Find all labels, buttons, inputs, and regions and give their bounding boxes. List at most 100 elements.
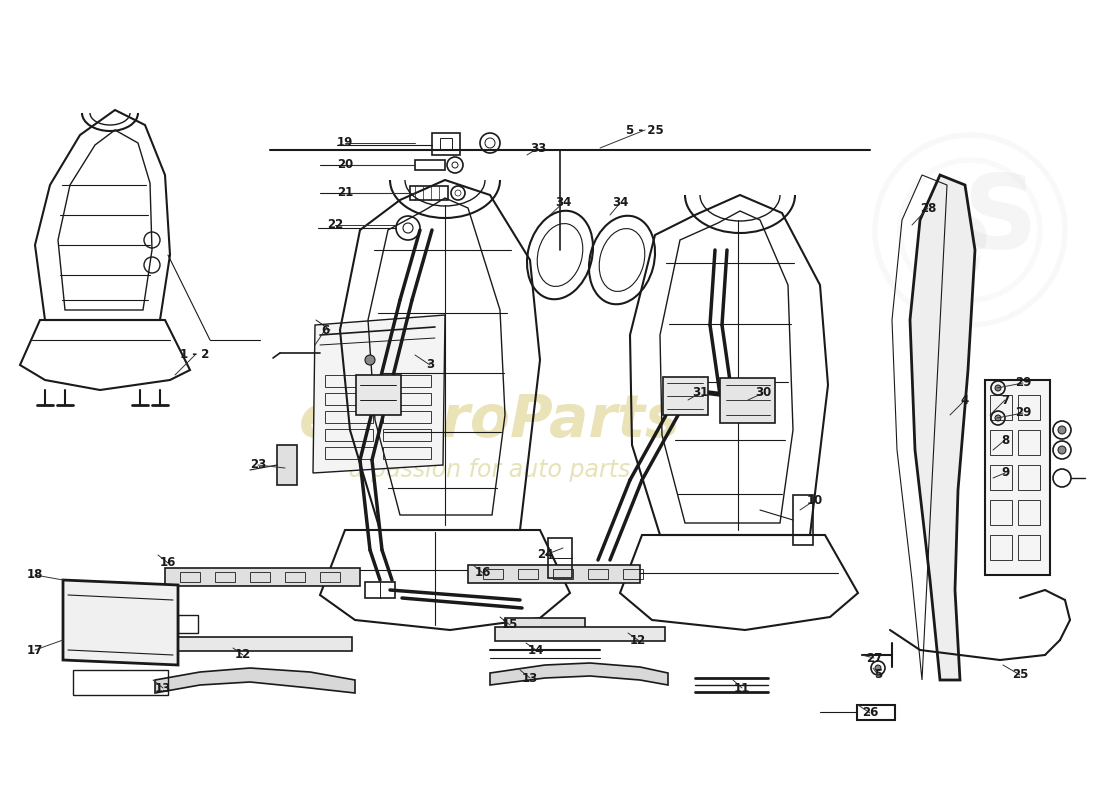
Text: 26: 26 — [861, 706, 878, 719]
Circle shape — [996, 415, 1001, 421]
Text: 19: 19 — [337, 137, 353, 150]
Bar — [1018, 465, 1040, 490]
Text: 31: 31 — [692, 386, 708, 399]
Bar — [324, 447, 373, 459]
Circle shape — [1058, 446, 1066, 454]
Text: S: S — [962, 170, 1037, 270]
Bar — [383, 447, 431, 459]
Text: 1 - 2: 1 - 2 — [180, 349, 210, 362]
Text: e.EuroParts: e.EuroParts — [299, 391, 681, 449]
Bar — [365, 582, 395, 598]
Text: 13: 13 — [521, 671, 538, 685]
Text: 15: 15 — [502, 618, 518, 631]
Bar — [990, 535, 1012, 560]
Text: 12: 12 — [235, 649, 251, 662]
Text: 6: 6 — [321, 323, 329, 337]
Bar — [720, 378, 775, 423]
Text: 23: 23 — [250, 458, 266, 471]
Text: 14: 14 — [528, 643, 544, 657]
Bar — [356, 375, 402, 415]
Text: 30: 30 — [755, 386, 771, 399]
Bar — [383, 393, 431, 405]
Polygon shape — [63, 580, 178, 665]
Bar — [483, 569, 503, 579]
Bar — [383, 429, 431, 441]
Text: 21: 21 — [337, 186, 353, 199]
Text: 27: 27 — [866, 651, 882, 665]
Text: 25: 25 — [1012, 669, 1028, 682]
Bar — [588, 569, 608, 579]
Text: 16: 16 — [160, 557, 176, 570]
Bar — [320, 572, 340, 582]
Text: 16: 16 — [475, 566, 492, 579]
Bar — [495, 627, 666, 641]
Bar — [990, 430, 1012, 455]
Text: 24: 24 — [537, 549, 553, 562]
Circle shape — [365, 355, 375, 365]
Circle shape — [996, 385, 1001, 391]
Text: 5: 5 — [873, 669, 882, 682]
Text: a passion for auto parts: a passion for auto parts — [350, 458, 630, 482]
Text: 5 - 25: 5 - 25 — [626, 123, 664, 137]
Bar — [410, 186, 448, 200]
Polygon shape — [314, 315, 446, 473]
Text: 20: 20 — [337, 158, 353, 171]
Bar — [623, 569, 643, 579]
Bar — [432, 133, 460, 155]
Text: 11: 11 — [734, 682, 750, 694]
Bar — [415, 160, 446, 170]
Text: 8: 8 — [1001, 434, 1009, 446]
Bar — [73, 670, 168, 695]
Text: 22: 22 — [327, 218, 343, 231]
Bar — [505, 618, 585, 633]
Text: 3: 3 — [426, 358, 434, 371]
Bar — [468, 565, 640, 583]
Circle shape — [874, 665, 881, 671]
Bar — [1018, 395, 1040, 420]
Bar — [990, 395, 1012, 420]
Text: 13: 13 — [155, 682, 172, 694]
Bar — [990, 500, 1012, 525]
Text: 28: 28 — [920, 202, 936, 214]
Text: 18: 18 — [26, 569, 43, 582]
Bar — [277, 445, 297, 485]
Polygon shape — [155, 668, 355, 693]
Bar — [518, 569, 538, 579]
Bar — [663, 377, 708, 415]
Text: 7: 7 — [1001, 394, 1009, 406]
Circle shape — [1058, 426, 1066, 434]
Text: 34: 34 — [554, 197, 571, 210]
Bar — [250, 572, 270, 582]
Text: 4: 4 — [961, 394, 969, 406]
Bar — [324, 429, 373, 441]
Bar — [324, 411, 373, 423]
Bar — [165, 568, 360, 586]
Bar — [180, 572, 200, 582]
Bar — [285, 572, 305, 582]
Bar — [383, 375, 431, 387]
Bar — [793, 495, 813, 545]
Text: 17: 17 — [26, 643, 43, 657]
Text: 10: 10 — [807, 494, 823, 506]
Bar — [1018, 500, 1040, 525]
Bar — [440, 138, 452, 150]
Text: 33: 33 — [530, 142, 546, 154]
Bar — [178, 615, 198, 633]
Bar — [214, 572, 235, 582]
Text: 12: 12 — [630, 634, 646, 646]
Polygon shape — [910, 175, 975, 680]
Bar — [548, 538, 572, 578]
Bar — [1018, 430, 1040, 455]
Bar — [1018, 535, 1040, 560]
Text: 34: 34 — [612, 197, 628, 210]
Text: e: e — [920, 194, 990, 295]
Bar — [990, 465, 1012, 490]
Text: 29: 29 — [1015, 406, 1031, 419]
Bar — [163, 637, 352, 651]
Polygon shape — [490, 663, 668, 685]
Bar — [553, 569, 573, 579]
Bar — [324, 393, 373, 405]
Text: 9: 9 — [1001, 466, 1009, 479]
Bar — [324, 375, 373, 387]
Bar — [984, 380, 1050, 575]
